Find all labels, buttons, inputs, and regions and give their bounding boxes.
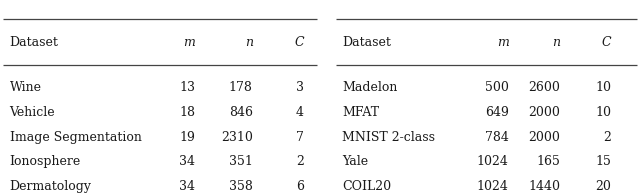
Text: 351: 351: [229, 155, 253, 168]
Text: 15: 15: [595, 155, 611, 168]
Text: 18: 18: [179, 106, 195, 119]
Text: Wine: Wine: [10, 81, 42, 94]
Text: 165: 165: [536, 155, 560, 168]
Text: MFAT: MFAT: [342, 106, 380, 119]
Text: 500: 500: [485, 81, 509, 94]
Text: 1024: 1024: [477, 155, 509, 168]
Text: Dataset: Dataset: [342, 36, 391, 49]
Text: Image Segmentation: Image Segmentation: [10, 131, 141, 144]
Text: n: n: [552, 36, 560, 49]
Text: 3: 3: [296, 81, 304, 94]
Text: 2: 2: [296, 155, 304, 168]
Text: Ionosphere: Ionosphere: [10, 155, 81, 168]
Text: MNIST 2-class: MNIST 2-class: [342, 131, 435, 144]
Text: m: m: [183, 36, 195, 49]
Text: Dataset: Dataset: [10, 36, 58, 49]
Text: 4: 4: [296, 106, 304, 119]
Text: 1440: 1440: [528, 180, 560, 193]
Text: 34: 34: [179, 155, 195, 168]
Text: Yale: Yale: [342, 155, 369, 168]
Text: Madelon: Madelon: [342, 81, 398, 94]
Text: 7: 7: [296, 131, 304, 144]
Text: 358: 358: [229, 180, 253, 193]
Text: Vehicle: Vehicle: [10, 106, 55, 119]
Text: n: n: [245, 36, 253, 49]
Text: 784: 784: [485, 131, 509, 144]
Text: 34: 34: [179, 180, 195, 193]
Text: m: m: [497, 36, 509, 49]
Text: 13: 13: [179, 81, 195, 94]
Text: Dermatology: Dermatology: [10, 180, 92, 193]
Text: 846: 846: [229, 106, 253, 119]
Text: C: C: [294, 36, 304, 49]
Text: 20: 20: [595, 180, 611, 193]
Text: 2600: 2600: [528, 81, 560, 94]
Text: 2000: 2000: [528, 131, 560, 144]
Text: COIL20: COIL20: [342, 180, 392, 193]
Text: 10: 10: [595, 106, 611, 119]
Text: 19: 19: [179, 131, 195, 144]
Text: 178: 178: [229, 81, 253, 94]
Text: 1024: 1024: [477, 180, 509, 193]
Text: 2000: 2000: [528, 106, 560, 119]
Text: 649: 649: [485, 106, 509, 119]
Text: 10: 10: [595, 81, 611, 94]
Text: 6: 6: [296, 180, 304, 193]
Text: C: C: [602, 36, 611, 49]
Text: 2: 2: [604, 131, 611, 144]
Text: 2310: 2310: [221, 131, 253, 144]
